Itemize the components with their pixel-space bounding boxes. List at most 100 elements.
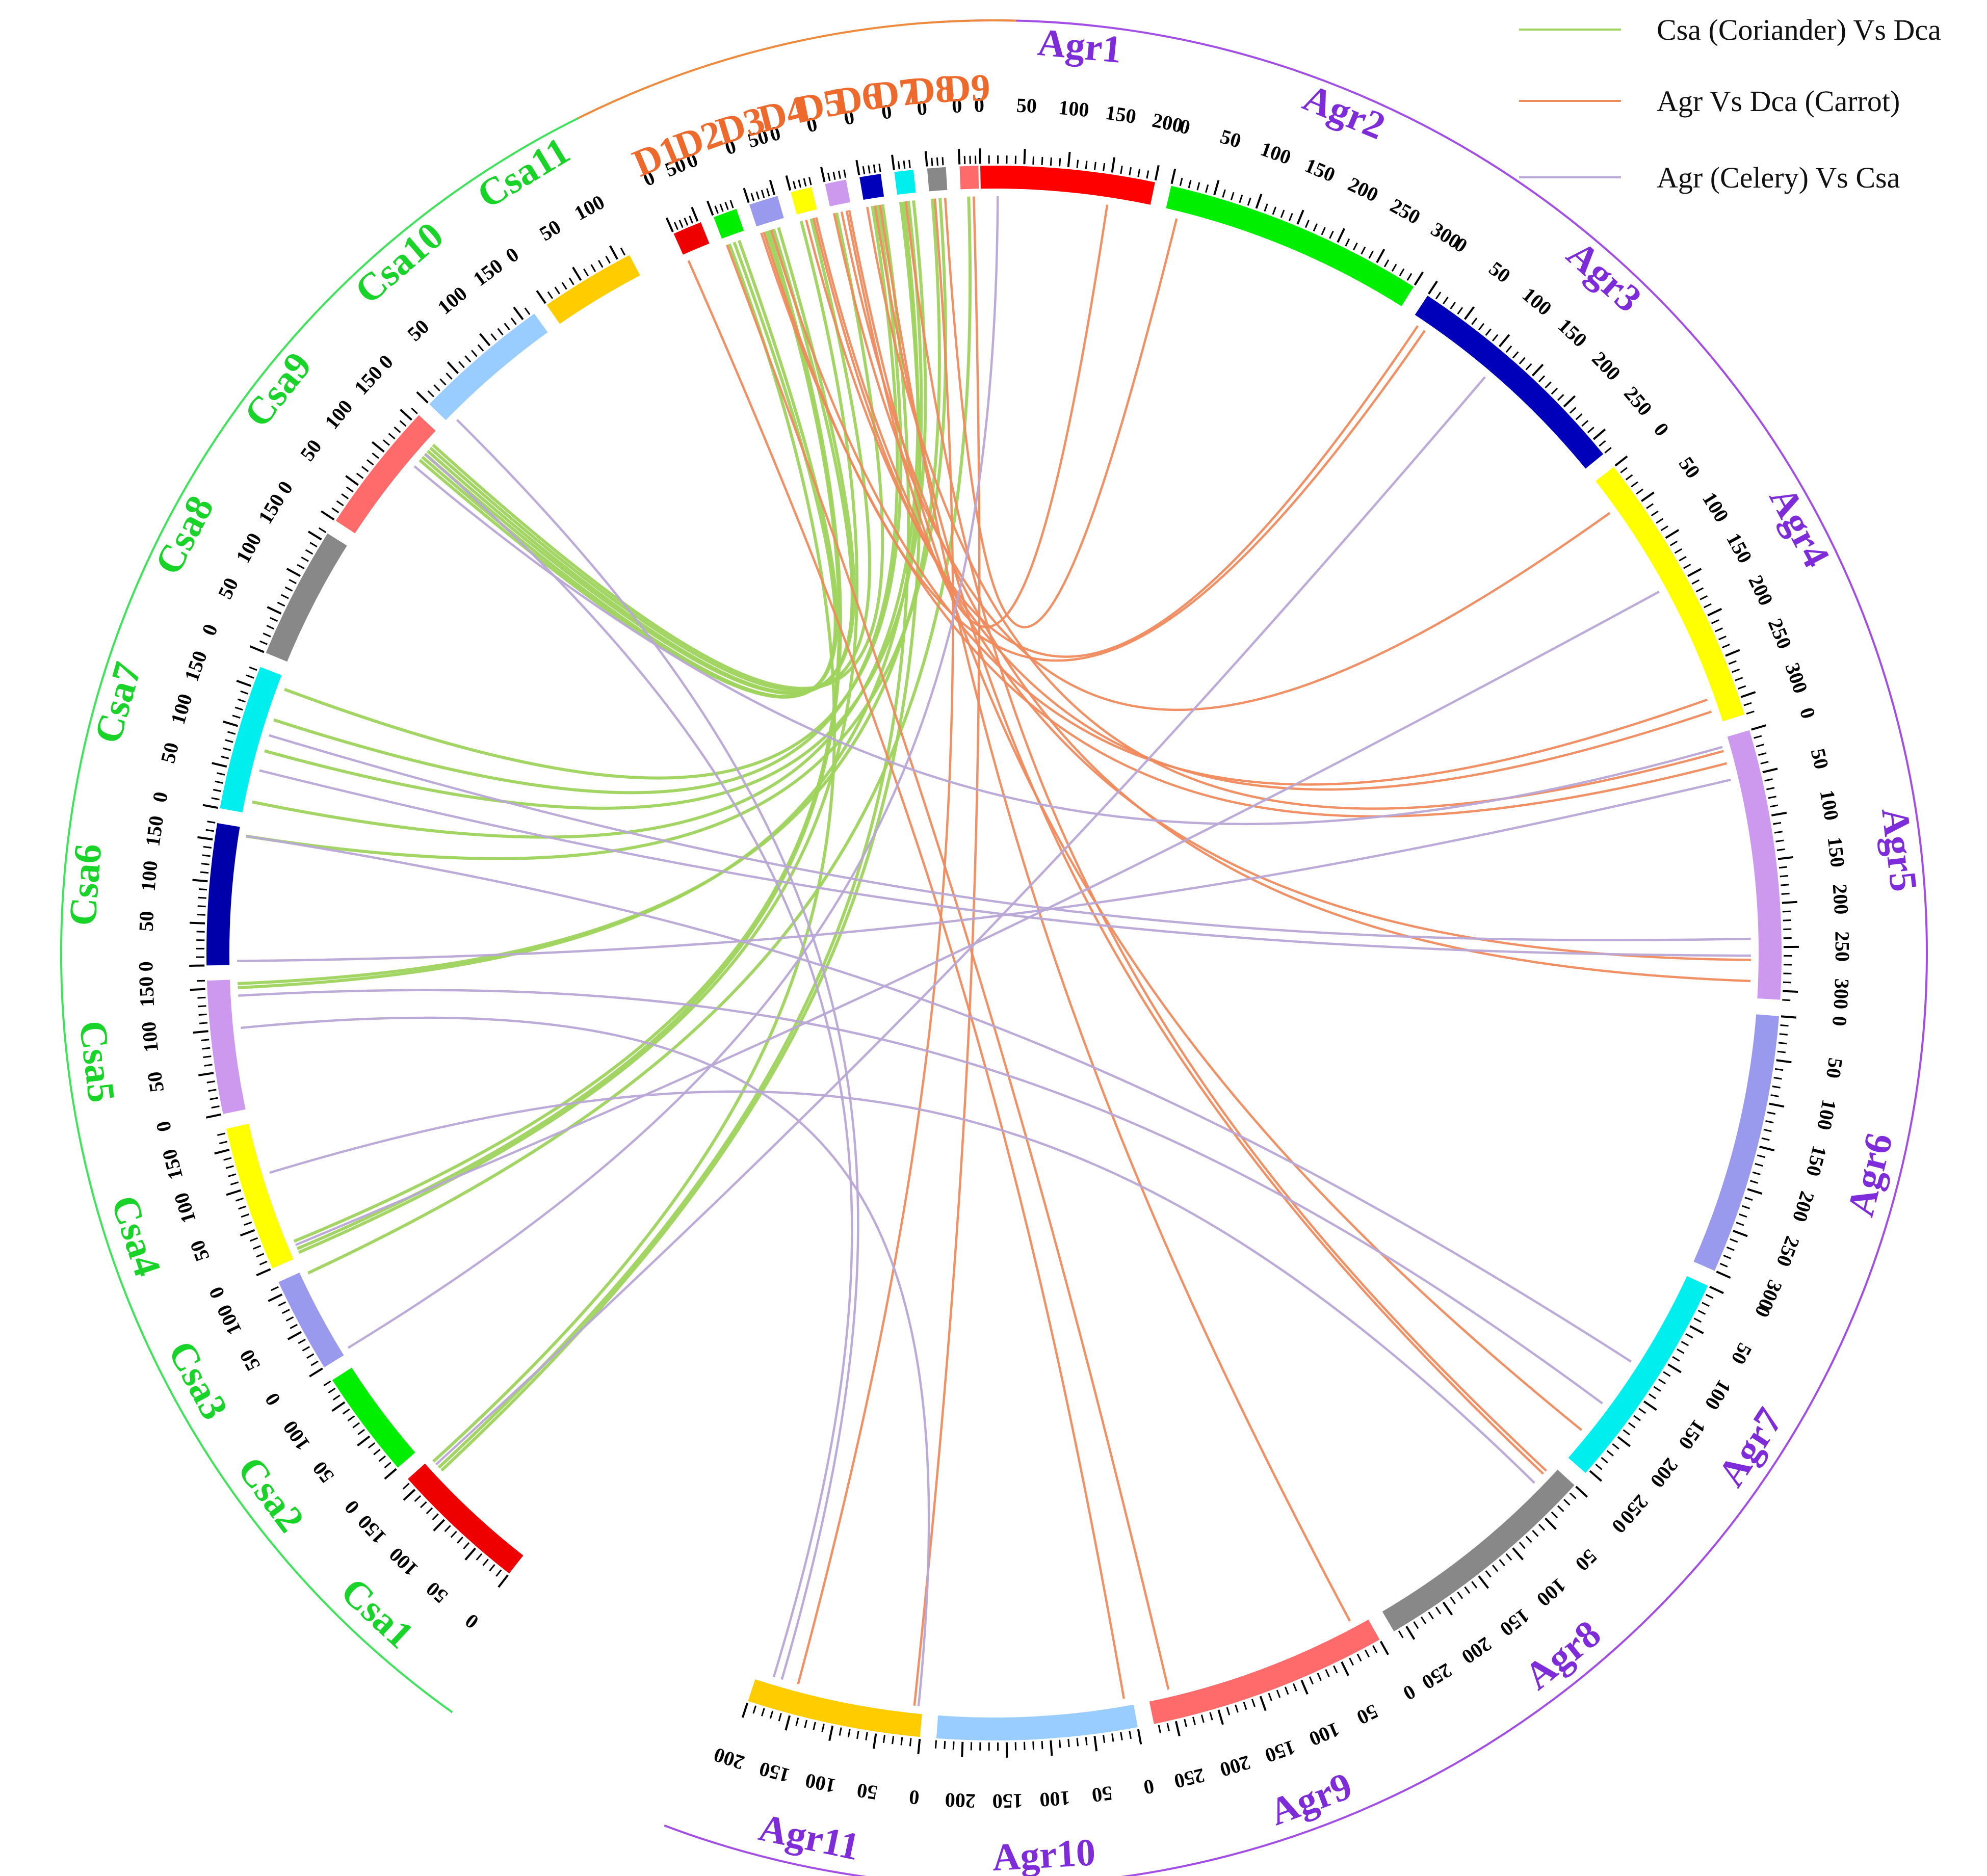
chromosome-csa1 xyxy=(408,1463,524,1574)
tick-d1-20 xyxy=(678,220,684,228)
tick-agr7-250 xyxy=(1589,1470,1602,1482)
chromosome-d6 xyxy=(859,174,884,200)
link-agr-csa-39 xyxy=(347,196,999,1349)
chromosome-d4 xyxy=(791,187,817,215)
tick-agr11-20 xyxy=(900,1737,903,1746)
tick-agr6-300 xyxy=(1716,1271,1731,1279)
tick-csa8-160 xyxy=(318,527,327,533)
tick-d2-30 xyxy=(724,201,729,210)
tick-label-agr2-200: 200 xyxy=(1345,172,1382,206)
chromosome-csa2 xyxy=(332,1367,415,1468)
chromosome-d8 xyxy=(927,167,948,192)
link-csa-dca-10 xyxy=(246,198,948,860)
tick-agr2-90 xyxy=(1247,197,1251,206)
tick-agr4-220 xyxy=(1715,627,1723,632)
tick-agr7-180 xyxy=(1628,1422,1636,1429)
tick-csa4-70 xyxy=(241,1213,249,1218)
tick-agr9-120 xyxy=(1284,1686,1289,1695)
tick-agr7-130 xyxy=(1653,1386,1661,1392)
tick-agr10-70 xyxy=(1076,1738,1079,1747)
link-agr-dca-22 xyxy=(812,218,1419,658)
tick-csa2-70 xyxy=(352,1422,360,1429)
chromosome-csa11 xyxy=(546,255,640,324)
tick-agr5-40 xyxy=(1760,761,1769,764)
tick-d1-40 xyxy=(689,215,694,224)
tick-agr2-130 xyxy=(1280,209,1285,218)
tick-agr4-300 xyxy=(1740,691,1756,698)
tick-csa2-90 xyxy=(342,1408,350,1415)
tick-label-agr5-150: 150 xyxy=(1823,835,1850,868)
tick-csa5-20 xyxy=(210,1097,218,1100)
tick-label-agr6-200: 200 xyxy=(1788,1188,1819,1225)
tick-csa7-80 xyxy=(225,739,233,743)
tick-agr2-210 xyxy=(1345,239,1350,247)
tick-agr9-210 xyxy=(1209,1712,1213,1721)
tick-label-agr9-200: 200 xyxy=(1217,1751,1253,1782)
tick-csa3-60 xyxy=(290,1324,298,1329)
tick-csa7-170 xyxy=(249,666,257,671)
tick-agr4-90 xyxy=(1660,525,1668,532)
link-agr-csa-47 xyxy=(269,1090,1535,1484)
tick-label-agr5-0: 0 xyxy=(1795,705,1820,721)
tick-label-csa4-150: 150 xyxy=(158,1147,188,1182)
tick-label-agr10-0: 0 xyxy=(1142,1775,1156,1799)
tick-agr9-170 xyxy=(1243,1701,1247,1710)
tick-label-d9-0: 0 xyxy=(951,94,962,117)
tick-agr1-130 xyxy=(1093,162,1096,170)
tick-d3-20 xyxy=(755,191,760,200)
tick-agr5-140 xyxy=(1776,848,1785,851)
tick-csa4-50 xyxy=(240,1229,255,1237)
tick-d6-20 xyxy=(868,165,871,174)
tick-agr2-170 xyxy=(1313,223,1318,232)
tick-label-agr5-200: 200 xyxy=(1828,883,1853,915)
tick-csa10-140 xyxy=(510,318,517,325)
tick-d6-0 xyxy=(855,160,860,176)
tick-csa4-110 xyxy=(230,1181,239,1185)
genome-arc-agr xyxy=(664,19,1928,1876)
tick-agr3-100 xyxy=(1498,334,1510,348)
tick-agr2-0 xyxy=(1170,169,1176,184)
tick-agr10-120 xyxy=(1032,1741,1035,1750)
tick-agr2-230 xyxy=(1361,246,1366,255)
tick-d4-40 xyxy=(808,177,812,186)
tick-agr4-100 xyxy=(1665,529,1680,539)
tick-csa4-90 xyxy=(235,1197,244,1202)
tick-agr10-80 xyxy=(1067,1738,1070,1748)
tick-agr5-300 xyxy=(1783,990,1798,993)
chromosome-label-csa2: Csa2 xyxy=(229,1449,312,1540)
tick-agr4-80 xyxy=(1656,518,1664,524)
tick-agr7-20 xyxy=(1702,1302,1710,1307)
tick-agr2-280 xyxy=(1399,268,1405,276)
chromosome-d5 xyxy=(825,179,851,206)
tick-label-csa10-150: 150 xyxy=(469,254,507,290)
tick-agr11-140 xyxy=(795,1718,799,1726)
tick-label-d8-0: 0 xyxy=(916,96,928,120)
chromosome-csa4 xyxy=(226,1123,294,1269)
tick-agr4-70 xyxy=(1651,510,1659,517)
tick-agr4-110 xyxy=(1669,540,1678,546)
tick-label-csa2-0: 0 xyxy=(340,1496,364,1519)
chromosome-label-agr5: Agr5 xyxy=(1873,805,1925,893)
tick-agr4-280 xyxy=(1735,677,1743,681)
tick-csa4-30 xyxy=(253,1245,262,1250)
tick-agr6-190 xyxy=(1749,1180,1758,1184)
tick-csa10-90 xyxy=(477,344,484,352)
tick-agr1-150 xyxy=(1111,157,1116,173)
tick-csa9-40 xyxy=(346,486,354,493)
tick-agr6-130 xyxy=(1763,1128,1772,1132)
tick-agr11-30 xyxy=(892,1736,895,1745)
tick-csa5-60 xyxy=(204,1064,213,1067)
tick-agr9-40 xyxy=(1349,1657,1354,1666)
tick-csa6-170 xyxy=(207,821,216,824)
tick-csa7-130 xyxy=(237,698,246,703)
link-csa-dca-1 xyxy=(429,218,871,692)
chromosome-label-csa1: Csa1 xyxy=(333,1570,422,1657)
tick-agr8-140 xyxy=(1485,1570,1492,1578)
tick-label-agr4-100: 100 xyxy=(1698,488,1734,526)
tick-agr3-200 xyxy=(1563,395,1576,408)
tick-agr2-290 xyxy=(1406,273,1413,281)
tick-csa10-150 xyxy=(513,306,524,321)
link-csa-dca-8 xyxy=(264,200,927,810)
tick-label-agr9-250: 250 xyxy=(1172,1764,1207,1793)
tick-csa4-150 xyxy=(214,1149,230,1155)
